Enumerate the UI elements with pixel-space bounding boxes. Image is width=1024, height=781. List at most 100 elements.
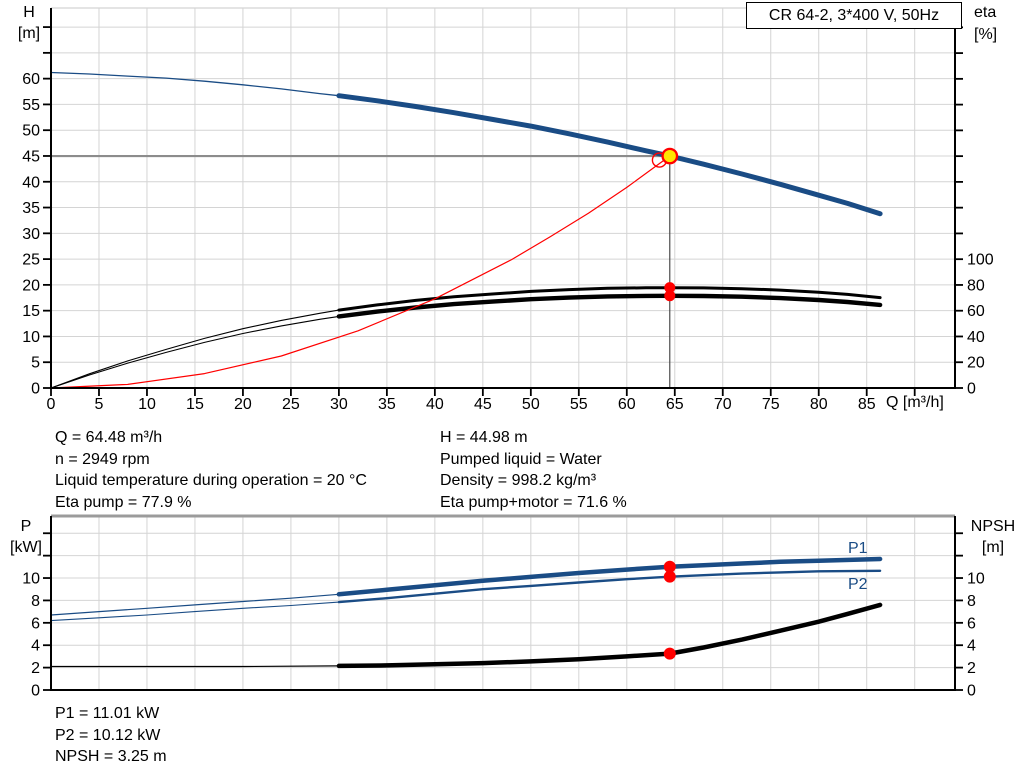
operating-value-dot [664,290,676,302]
right-axis-tick-label: 0 [967,381,976,398]
x-axis-tick-label: 50 [522,396,540,413]
result-p2: P2 = 10.12 kW [55,726,161,744]
left-axis-tick-label: 40 [22,174,40,191]
operating-value-dot [663,570,676,583]
left-axis-tick-label: 30 [22,226,40,243]
operating-value-dot [663,560,676,573]
right-axis-tick-label: 2 [967,660,976,677]
x-axis-tick-label: 75 [762,396,780,413]
p-axis-title: P [kW] [4,516,48,558]
left-axis-tick-label: 6 [31,615,40,632]
left-axis-tick-label: 8 [31,593,40,610]
tick-marks [43,532,963,691]
h-axis-title-line1: H [23,4,35,21]
left-axis-tick-label: 60 [22,71,40,88]
operating-value-dot [664,282,676,294]
p-axis-title-line2: [kW] [10,539,42,556]
left-axis-tick-label: 35 [22,200,40,217]
info-eta-pump-motor: Eta pump+motor = 71.6 % [440,493,627,511]
right-axis-tick-label: 40 [967,329,985,346]
left-axis-tick-label: 2 [31,660,40,677]
power-npsh-chart: 0 2 4 6 8 10 0 2 4 6 8 10 [22,514,985,700]
tick-marks [43,26,963,396]
hq-eta-chart: 0 5 10 15 20 25 30 35 40 45 50 55 60 0 20 40 60 80 100 0 5 10… [22,7,994,413]
axes [50,8,956,389]
left-axis-tick-label: 10 [22,571,40,588]
result-p1: P1 = 11.01 kW [55,705,160,722]
left-axis-tick-label: 0 [31,683,40,700]
eta-axis-title: eta [%] [974,2,997,45]
x-axis-tick-label: 15 [186,396,204,413]
info-head: H = 44.98 m [440,429,528,446]
right-axis-tick-label: 60 [967,303,985,320]
x-axis-tick-label: 65 [666,396,684,413]
duty-info-left: Q = 64.48 m³/h n = 2949 rpm Liquid tempe… [55,427,367,513]
left-axis-tick-label: 20 [22,277,40,294]
left-axis-tick-label: 0 [31,381,40,398]
left-axis-tick-label: 4 [31,638,40,655]
result-npsh: NPSH = 3.25 m [55,748,167,765]
x-axis-tick-label: 10 [138,396,156,413]
power-results: P1 = 11.01 kW P2 = 10.12 kW NPSH = 3.25 … [55,703,167,768]
h-pump-curve-curve [50,71,883,217]
eta-pump-motor-curve [50,293,883,389]
p-axis-title-line1: P [20,518,32,535]
h-axis-title: H [m] [8,2,50,44]
x-axis-tick-label: 70 [714,396,732,413]
left-axis-tick-label: 10 [22,329,40,346]
p1-power-input-curve [50,556,883,616]
axes [50,516,956,691]
x-axis-tick-label: 25 [282,396,300,413]
npsh-axis-title: NPSH [m] [964,516,1022,558]
q-axis-title: Q [m³/h] [886,394,944,411]
gridlines [51,8,955,388]
right-axis-tick-label: 8 [967,593,976,610]
tick-labels: 0 5 10 15 20 25 30 35 40 45 50 55 60 0 20 40 60 80 100 0 5 10… [22,71,994,413]
gridlines [51,516,955,690]
left-axis-tick-label: 50 [22,123,40,140]
right-axis-tick-label: 20 [967,355,985,372]
info-eta-pump: Eta pump = 77.9 % [55,493,192,511]
x-axis-tick-label: 5 [95,396,104,413]
pump-title-box: CR 64-2, 3*400 V, 50Hz [746,2,962,29]
x-axis-tick-label: 55 [570,396,588,413]
x-axis-tick-label: 80 [810,396,828,413]
right-axis-tick-label: 6 [967,615,976,632]
p2-shaft-power-curve [50,569,882,622]
duty-info-right: H = 44.98 m Pumped liquid = Water Densit… [440,427,627,513]
eta-axis-title-line2: [%] [974,25,998,43]
x-axis-tick-label: 45 [474,396,492,413]
eta-axis-title-line1: eta [974,4,997,21]
x-axis-tick-label: 60 [618,396,636,413]
info-pumped-liquid: Pumped liquid = Water [440,450,602,468]
x-axis-tick-label: 85 [858,396,876,413]
x-axis-tick-label: 35 [378,396,396,413]
pump-title-text: CR 64-2, 3*400 V, 50Hz [768,6,940,24]
right-axis-tick-label: 0 [967,683,976,700]
right-axis-tick-label: 4 [967,638,976,655]
h-axis-title-line2: [m] [17,25,41,42]
info-liquid-temperature: Liquid temperature during operation = 20… [55,472,367,489]
p1-curve-label: P1 [848,540,868,557]
x-axis-tick-label: 40 [426,396,444,413]
left-axis-tick-label: 25 [22,252,40,269]
duty-point-marker [661,147,679,165]
info-speed: n = 2949 rpm [55,450,150,468]
info-density: Density = 998.2 kg/m³ [440,472,597,489]
left-axis-tick-label: 15 [22,303,40,320]
right-axis-tick-label: 100 [967,252,994,269]
system-curve-curve [50,155,671,389]
npsh-curve-curve [50,602,883,669]
npsh-axis-title-line1: NPSH [970,518,1016,535]
left-axis-tick-label: 5 [31,355,40,372]
left-axis-tick-label: 45 [22,148,40,165]
p2-curve-label: P2 [848,576,868,593]
right-axis-tick-label: 80 [967,277,985,294]
info-flow: Q = 64.48 m³/h [55,429,163,446]
left-axis-tick-label: 55 [22,97,40,114]
operating-value-dot [663,647,676,660]
npsh-axis-title-line2: [m] [981,539,1005,556]
x-axis-tick-label: 30 [330,396,348,413]
